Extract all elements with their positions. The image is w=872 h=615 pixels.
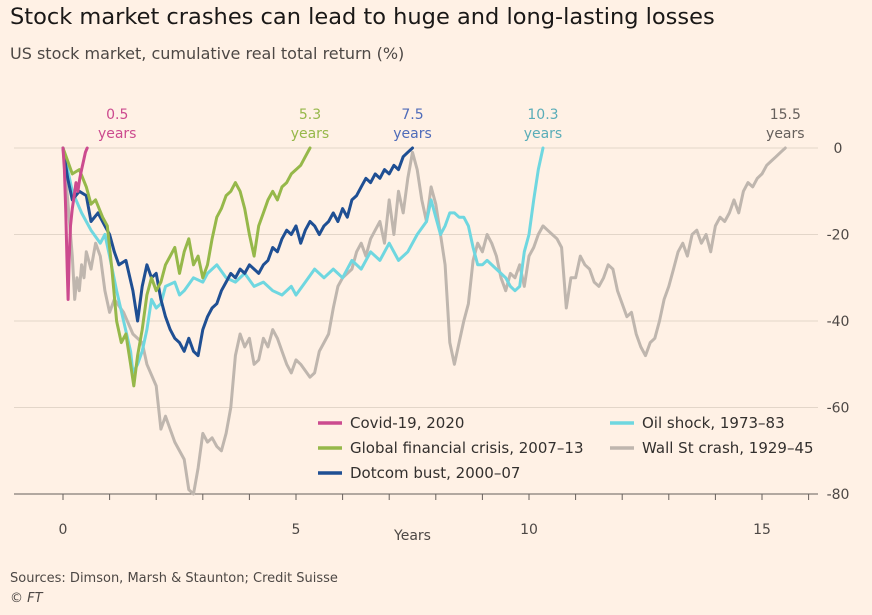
annotation-value: 0.5 [106, 107, 128, 123]
legend-label: Wall St crash, 1929–45 [642, 439, 814, 457]
x-axis-label: Years [393, 528, 431, 544]
annotation-unit: years [98, 126, 137, 142]
annotation-value: 5.3 [299, 107, 321, 123]
x-tick-label: 5 [292, 522, 301, 538]
copyright-name: FT [27, 591, 43, 606]
axes: 0 -20 -40 -60 -80 0 5 10 15 Years [59, 141, 850, 544]
legend-label: Covid-19, 2020 [350, 414, 464, 432]
y-tick-label: -60 [827, 401, 850, 417]
annotation-unit: years [524, 126, 563, 142]
series-line [61, 146, 787, 496]
annotation-unit: years [393, 126, 432, 142]
x-tick-label: 10 [520, 522, 538, 538]
y-tick-label: -80 [827, 487, 850, 503]
chart-subtitle: US stock market, cumulative real total r… [10, 44, 405, 63]
x-tick-label: 0 [59, 522, 68, 538]
annotation-value: 15.5 [770, 107, 801, 123]
series-line [61, 146, 545, 375]
annotation-value: 7.5 [401, 107, 423, 123]
series-line [61, 146, 414, 358]
legend-label: Dotcom bust, 2000–07 [350, 464, 520, 482]
series-line [61, 146, 89, 301]
sources-note: Sources: Dimson, Marsh & Staunton; Credi… [10, 571, 338, 586]
legend-label: Oil shock, 1973–83 [642, 414, 785, 432]
x-tick-label: 15 [753, 522, 771, 538]
series-lines [61, 146, 787, 496]
y-tick-label: -20 [827, 228, 850, 244]
y-tick-label: 0 [834, 141, 843, 157]
chart-title: Stock market crashes can lead to huge an… [10, 4, 715, 30]
y-tick-label: -40 [827, 314, 850, 330]
annotations: 0.5 years 5.3 years 7.5 years 10.3 years 15.5 yea… [98, 107, 805, 142]
legend-label: Global financial crisis, 2007–13 [350, 439, 584, 457]
copyright-symbol: © [10, 591, 23, 606]
annotation-value: 10.3 [527, 107, 558, 123]
chart-canvas: 0.5 years 5.3 years 7.5 years 10.3 years 15.5 yea… [14, 107, 850, 544]
series-line [61, 146, 312, 388]
annotation-unit: years [291, 126, 330, 142]
copyright: © FT [10, 591, 43, 606]
legend: Covid-19, 2020 Global financial crisis, 2… [318, 414, 814, 482]
annotation-unit: years [766, 126, 805, 142]
